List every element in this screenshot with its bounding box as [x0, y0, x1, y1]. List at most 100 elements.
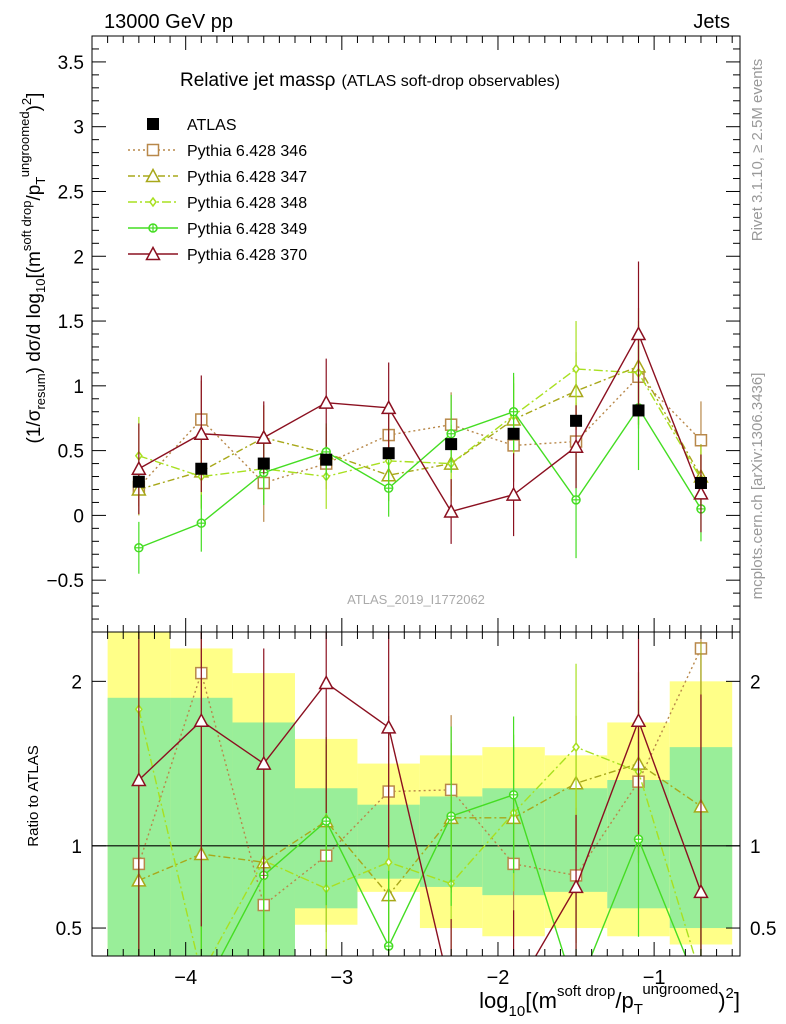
series-point: [505, 486, 522, 501]
legend-item: Pythia 6.428 348: [128, 195, 307, 212]
ratio-y-tick-label-right: 1: [750, 837, 761, 858]
ratio-point: [321, 816, 331, 826]
y-axis-label: (1/σresum) dσ/d log10[(msoft drop/pTungr…: [17, 93, 48, 444]
ratio-point: [318, 674, 334, 690]
chart-title-note: (ATLAS soft-drop observables): [341, 73, 559, 90]
ratio-point: [198, 970, 204, 978]
ratio-line: [220, 793, 687, 956]
ratio-y-tick-label-left: 2: [71, 672, 82, 693]
mcplots-label: mcplots.cern.ch [arXiv:1306.3436]: [749, 373, 766, 600]
ratio-point-circle: [197, 990, 205, 998]
legend-label: ATLAS: [187, 117, 237, 134]
ratio-y-tick-label-left: 0.5: [56, 919, 82, 940]
legend-marker: [145, 167, 161, 183]
series-point: [318, 394, 334, 409]
data-point: [257, 457, 270, 470]
series-point: [508, 406, 519, 417]
header-left-label: 13000 GeV pp: [104, 11, 233, 33]
ratio-point: [131, 771, 147, 787]
x-tick-label: −1: [643, 967, 666, 989]
series-line: [138, 365, 702, 491]
series-point: [131, 460, 147, 475]
y-tick-label: 1.5: [58, 312, 84, 333]
series-point: [568, 438, 584, 453]
legend-item: ATLAS: [147, 117, 237, 134]
series-point: [380, 399, 397, 415]
series-5: [131, 261, 709, 544]
y-tick-label: 3.5: [58, 53, 84, 74]
legend-marker: [147, 118, 159, 130]
header-right-label: Jets: [693, 11, 730, 33]
series-point: [630, 325, 647, 341]
legend-marker: [148, 223, 158, 233]
data-point: [320, 453, 333, 466]
series-point: [383, 483, 394, 493]
series-point: [196, 518, 207, 528]
data-point: [632, 404, 645, 417]
legend-item: Pythia 6.428 347: [128, 167, 307, 186]
legend-marker: [145, 245, 161, 261]
ratio-point: [197, 990, 205, 998]
ratio-y-axis-label: Ratio to ATLAS: [25, 745, 42, 846]
series-point: [193, 425, 210, 441]
main-panel: −0.5 0 0.5 1 1.5 2 2.5 3 3.5: [46, 35, 741, 633]
legend-label: Pythia 6.428 347: [187, 169, 307, 186]
data-point: [694, 477, 707, 489]
legend: ATLAS Pythia 6.428 346 Pythia 6.428 347 Pyt…: [128, 117, 307, 264]
ratio-point-circle: [135, 990, 143, 998]
ratio-point: [380, 719, 397, 734]
ratio-point: [508, 790, 519, 800]
ratio-y-tick-label-right: 2: [750, 672, 761, 693]
legend-marker: [149, 196, 157, 208]
legend-marker: [146, 143, 160, 157]
series-2: [131, 308, 709, 516]
legend-label: Pythia 6.428 348: [187, 195, 307, 212]
data-point: [382, 447, 395, 460]
ratio-point: [384, 857, 393, 868]
legend-item: Pythia 6.428 349: [128, 221, 307, 238]
y-tick-label: 2.5: [58, 182, 84, 203]
ratio-point: [446, 811, 456, 821]
chart-title: Relative jet massρ (ATLAS soft-drop obser…: [180, 70, 560, 91]
series-point: [443, 503, 459, 518]
series-point: [572, 363, 580, 375]
y-tick-label: 3: [73, 118, 84, 139]
ratio-plot-area: [92, 632, 740, 999]
ratio-point: [383, 941, 394, 951]
data-point: [507, 427, 520, 440]
main-plot-area: [131, 261, 709, 574]
data-point: [445, 438, 458, 451]
series-point: [571, 495, 581, 505]
ratio-y-tick-label-left: 1: [71, 837, 82, 858]
series-line: [138, 375, 702, 488]
series-line: [138, 332, 702, 513]
series-1: [132, 324, 708, 522]
y-tick-label: 0.5: [58, 442, 84, 463]
legend-item: Pythia 6.428 346: [128, 143, 307, 160]
legend-item: Pythia 6.428 370: [128, 245, 307, 264]
series-line: [138, 406, 702, 549]
ratio-point: [630, 712, 647, 728]
ratio-panel: 0.5 0.5 1 1 2 2 −4 −3 −2 −1: [56, 631, 776, 999]
series-3: [134, 321, 705, 512]
series-point: [134, 543, 144, 553]
series-point: [446, 429, 456, 439]
y-tick-label: 2: [73, 247, 84, 268]
y-tick-label: 0: [73, 506, 84, 527]
ratio-series-5: [131, 632, 709, 999]
x-tick-label: −3: [330, 967, 353, 989]
series-point: [693, 485, 709, 500]
ratio-y-tick-label-right: 0.5: [750, 919, 776, 940]
ratio-point: [693, 883, 709, 899]
ratio-point: [507, 987, 520, 999]
ratio-frame: [91, 631, 741, 957]
ratio-point: [255, 755, 272, 770]
ratio-line: [138, 709, 696, 956]
ratio-point: [193, 712, 210, 728]
data-point: [195, 462, 208, 475]
x-axis-label: log10[(msoft drop/pTungroomed)2]: [479, 981, 740, 1020]
ratio-point: [135, 990, 143, 998]
legend-label: Pythia 6.428 349: [187, 221, 307, 238]
watermark-label: ATLAS_2019_I1772062: [347, 592, 485, 607]
